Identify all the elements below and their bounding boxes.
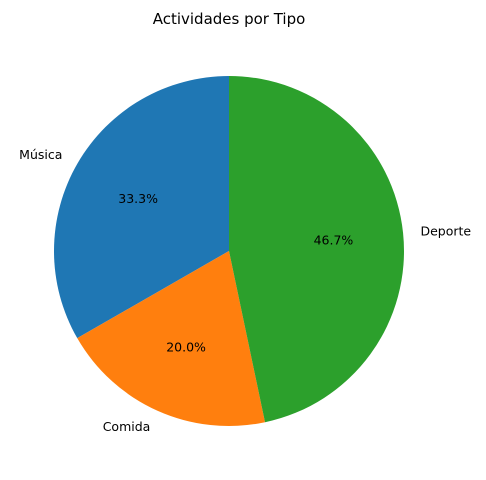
pct-label-deporte: 46.7% [314,233,354,248]
chart-title: Actividades por Tipo [153,10,306,28]
pie-slice-musica [54,76,229,339]
pct-label-comida: 20.0% [166,339,206,354]
category-label-comida: Comida [103,419,151,434]
category-label-deporte: Deporte [420,224,471,239]
pct-label-musica: 33.3% [118,191,158,206]
category-label-musica: Música [19,147,62,162]
pie-slice-comida [77,251,266,426]
pie-slices [54,76,404,426]
pie-slice-deporte [229,76,404,423]
pie-labels: 33.3% Música 20.0% Comida 46.7% Deporte [19,147,471,434]
